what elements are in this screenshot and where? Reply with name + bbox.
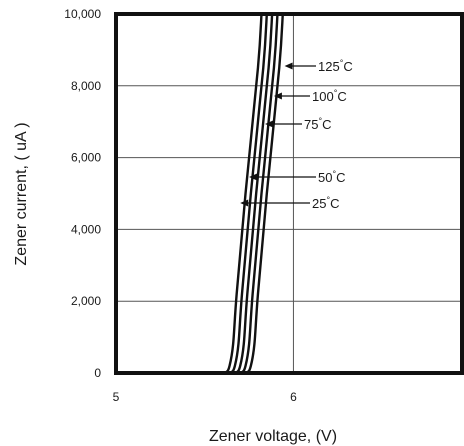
annotation-label-75: 75°C <box>304 116 331 132</box>
annotation-label-100: 100°C <box>312 88 347 104</box>
annotation-label-25: 25°C <box>312 195 339 211</box>
annotation-label-50: 50°C <box>318 169 345 185</box>
x-axis-label: Zener voltage, (V) <box>209 428 337 445</box>
x-tick-label-0: 5 <box>113 390 120 404</box>
annotation-label-125: 125°C <box>318 58 353 74</box>
plot-frame <box>114 12 464 375</box>
y-axis-label: Zener current, ( uA ) <box>13 122 30 265</box>
annotation-arrowhead-125 <box>284 62 293 70</box>
y-tick-label-3: 6,000 <box>71 151 101 165</box>
grid-lines <box>116 14 462 373</box>
y-tick-label-0: 0 <box>94 366 101 380</box>
annotation-arrowhead-75 <box>265 120 274 128</box>
y-tick-label-5: 10,000 <box>64 7 101 21</box>
series-lines <box>195 13 284 375</box>
annotation-arrowhead-100 <box>273 92 282 100</box>
tick-labels: 0 2,000 4,000 6,000 8,000 10,000 5 6 <box>64 7 297 404</box>
annotation-arrowhead-25 <box>240 199 249 207</box>
series-line-100c <box>195 13 279 375</box>
temperature-annotations: 125°C 100°C 75°C 50°C 25°C <box>240 58 353 211</box>
plot-frame-rect <box>114 12 464 375</box>
y-tick-label-2: 4,000 <box>71 222 101 236</box>
y-tick-label-4: 8,000 <box>71 79 101 93</box>
x-tick-label-1: 6 <box>290 390 297 404</box>
y-tick-label-1: 2,000 <box>71 294 101 308</box>
annotation-arrowhead-50 <box>249 173 258 181</box>
